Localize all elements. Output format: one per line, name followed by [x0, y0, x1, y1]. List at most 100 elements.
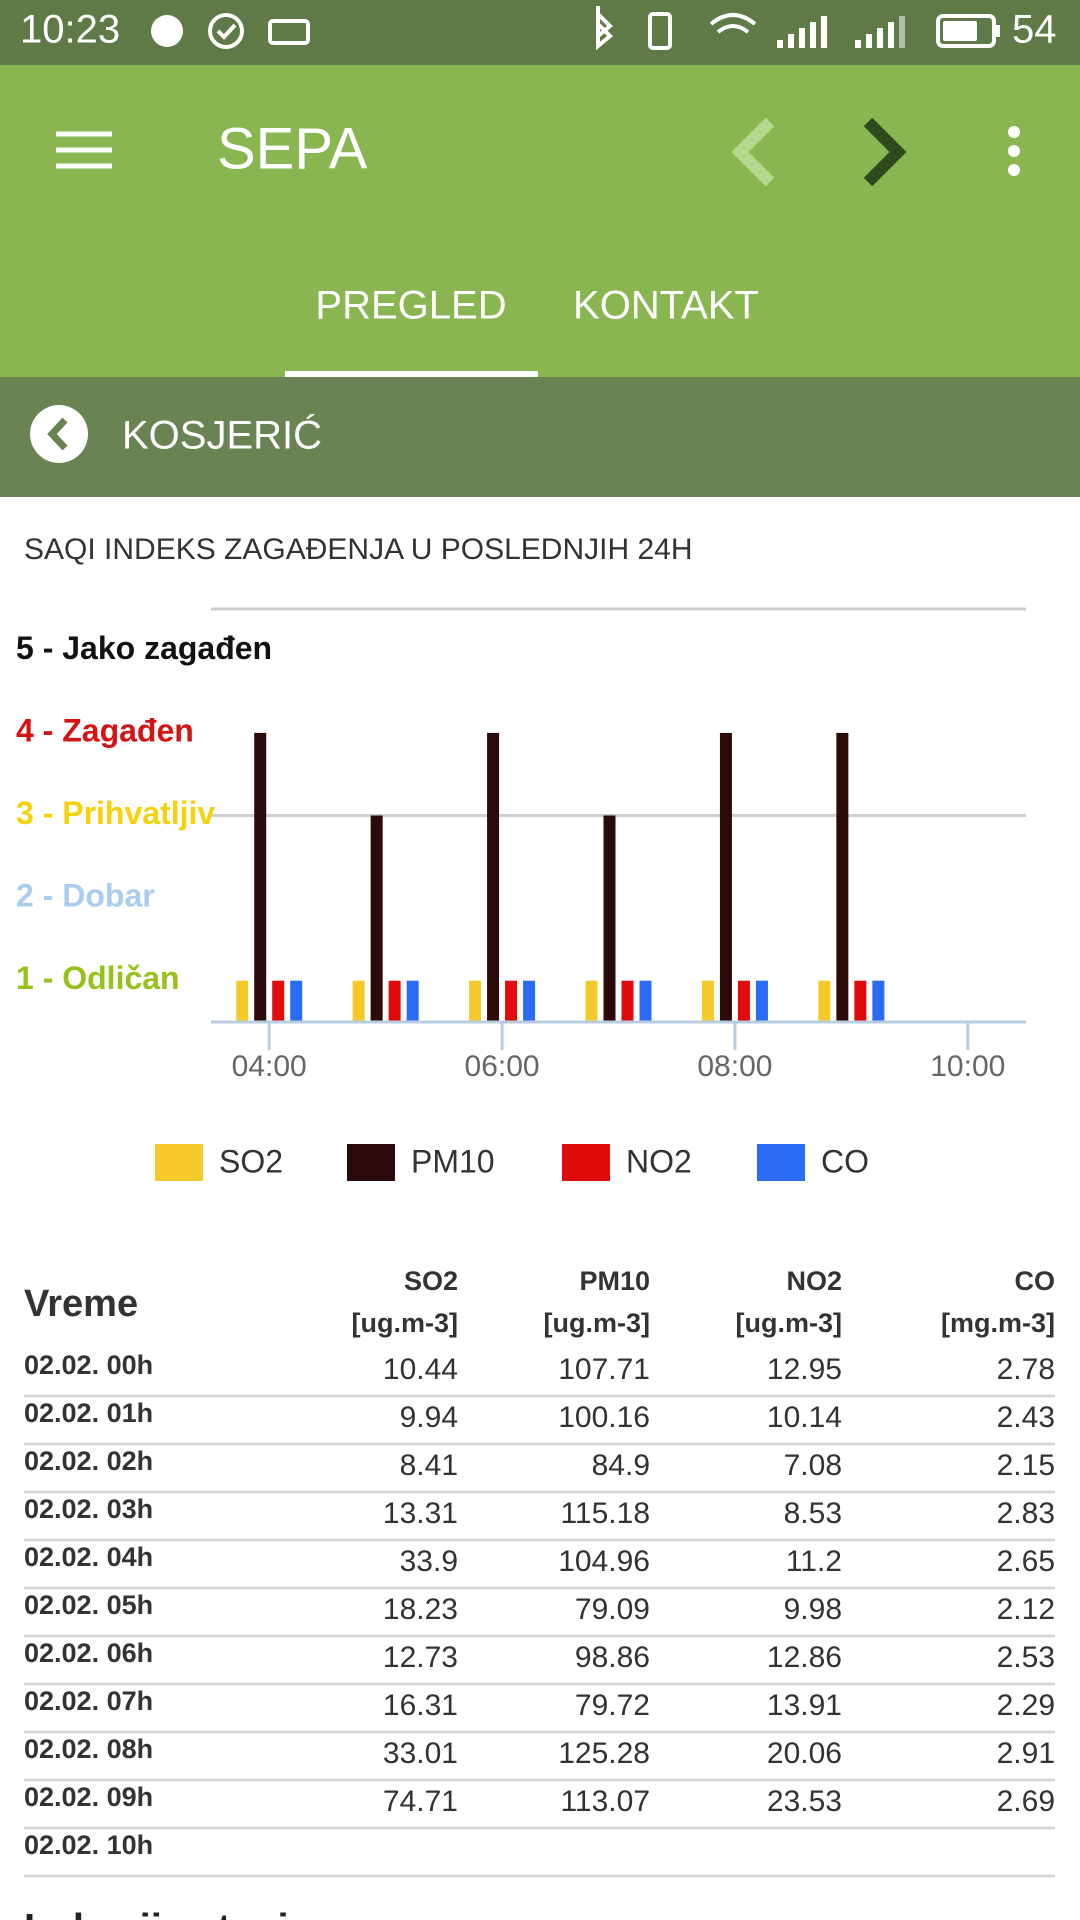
- table-cell: 2.29: [997, 1689, 1055, 1722]
- bar: [352, 980, 365, 1022]
- bar: [639, 980, 652, 1022]
- table-cell: 12.86: [767, 1641, 842, 1674]
- y-tick-label: 5 - Jako zagađen: [16, 630, 272, 666]
- next-button[interactable]: [863, 117, 907, 187]
- overflow-menu[interactable]: [1008, 126, 1020, 176]
- footer-title: Lokacija stanice: [24, 1907, 333, 1920]
- table-cell: 9.98: [784, 1593, 842, 1626]
- status-battery: 54: [1012, 8, 1057, 52]
- table-cell: 8.53: [784, 1497, 842, 1530]
- table-cell: 2.69: [997, 1785, 1055, 1818]
- table-cell: 84.9: [592, 1449, 650, 1482]
- table-cell: 2.12: [997, 1593, 1055, 1626]
- table-cell: 100.16: [558, 1401, 650, 1434]
- table-cell: 33.01: [383, 1737, 458, 1770]
- table-cell: 125.28: [558, 1737, 650, 1770]
- bar: [621, 980, 634, 1022]
- legend-swatch: [562, 1144, 610, 1181]
- bar: [818, 980, 831, 1022]
- table-cell: 33.9: [400, 1545, 458, 1578]
- signal-bars: [777, 16, 1000, 48]
- bar: [719, 732, 732, 1022]
- table-cell: 2.43: [997, 1401, 1055, 1434]
- menu-button[interactable]: [56, 131, 112, 169]
- legend-swatch: [757, 1144, 805, 1181]
- table-row-time: 02.02. 08h: [24, 1734, 153, 1764]
- app-bar: [0, 65, 1080, 377]
- location-bar: [0, 377, 1080, 497]
- table-row-time: 02.02. 00h: [24, 1350, 153, 1380]
- y-tick-label: 3 - Prihvatljiv: [16, 795, 215, 831]
- bar: [585, 980, 598, 1022]
- bar: [737, 980, 750, 1022]
- section-title: SAQI INDEKS ZAGAĐENJA U POSLEDNJIH 24H: [24, 533, 693, 566]
- prev-button[interactable]: [731, 117, 775, 187]
- table-cell: 23.53: [767, 1785, 842, 1818]
- table-header-unit: [ug.m-3]: [736, 1308, 842, 1338]
- table-cell: 7.08: [784, 1449, 842, 1482]
- table-header-name: SO2: [404, 1266, 458, 1296]
- table-row-time: 02.02. 06h: [24, 1638, 153, 1668]
- location-title: KOSJERIĆ: [122, 413, 322, 458]
- table-cell: 2.53: [997, 1641, 1055, 1674]
- y-tick-label: 4 - Zagađen: [16, 712, 194, 748]
- legend-swatch: [155, 1144, 203, 1181]
- bar: [872, 980, 885, 1022]
- table-row-time: 02.02. 01h: [24, 1398, 153, 1428]
- bar: [272, 980, 285, 1022]
- bar: [254, 732, 267, 1022]
- bar: [469, 980, 482, 1022]
- table-header-name: NO2: [786, 1266, 842, 1296]
- bar: [701, 980, 714, 1022]
- bar: [755, 980, 768, 1022]
- bar: [370, 815, 383, 1022]
- bar: [854, 980, 867, 1022]
- legend-label: CO: [821, 1143, 869, 1179]
- back-chevron: [47, 417, 68, 451]
- bar: [406, 980, 419, 1022]
- bar: [523, 980, 536, 1022]
- table-cell: 2.91: [997, 1737, 1055, 1770]
- bar: [603, 815, 616, 1022]
- tab[interactable]: PREGLED: [315, 284, 506, 328]
- table-cell: 79.72: [575, 1689, 650, 1722]
- bar: [836, 732, 849, 1022]
- table-header-name: PM10: [579, 1266, 650, 1296]
- table-row-time: 02.02. 10h: [24, 1830, 153, 1860]
- table-cell: 2.83: [997, 1497, 1055, 1530]
- table-cell: 20.06: [767, 1737, 842, 1770]
- bar: [388, 980, 401, 1022]
- tab-indicator: [285, 371, 538, 377]
- table-cell: 12.95: [767, 1353, 842, 1386]
- table-header-unit: [ug.m-3]: [352, 1308, 458, 1338]
- table-header-unit: [mg.m-3]: [941, 1308, 1055, 1338]
- table-cell: 107.71: [558, 1353, 650, 1386]
- table-row-time: 02.02. 09h: [24, 1782, 153, 1812]
- bar: [505, 980, 518, 1022]
- table-cell: 113.07: [560, 1785, 650, 1818]
- table-cell: 10.44: [383, 1353, 458, 1386]
- table-cell: 104.96: [558, 1545, 650, 1578]
- table-cell: 18.23: [383, 1593, 458, 1626]
- table-cell: 115.18: [560, 1497, 650, 1530]
- back-button[interactable]: [30, 405, 88, 463]
- y-tick-label: 1 - Odličan: [16, 960, 180, 996]
- legend-label: PM10: [411, 1143, 495, 1179]
- table-cell: 13.31: [383, 1497, 458, 1530]
- bar: [236, 980, 249, 1022]
- x-tick-label: 08:00: [697, 1050, 772, 1083]
- table-cell: 16.31: [383, 1689, 458, 1722]
- tab[interactable]: KONTAKT: [573, 284, 759, 328]
- table-cell: 13.91: [767, 1689, 842, 1722]
- legend-label: NO2: [626, 1143, 692, 1179]
- table-cell: 79.09: [575, 1593, 650, 1626]
- legend-label: SO2: [219, 1143, 283, 1179]
- table-row-time: 02.02. 03h: [24, 1494, 153, 1524]
- table-cell: 2.65: [997, 1545, 1055, 1578]
- table-cell: 10.14: [767, 1401, 842, 1434]
- table-cell: 9.94: [400, 1401, 458, 1434]
- legend-swatch: [347, 1144, 395, 1181]
- table-cell: 98.86: [575, 1641, 650, 1674]
